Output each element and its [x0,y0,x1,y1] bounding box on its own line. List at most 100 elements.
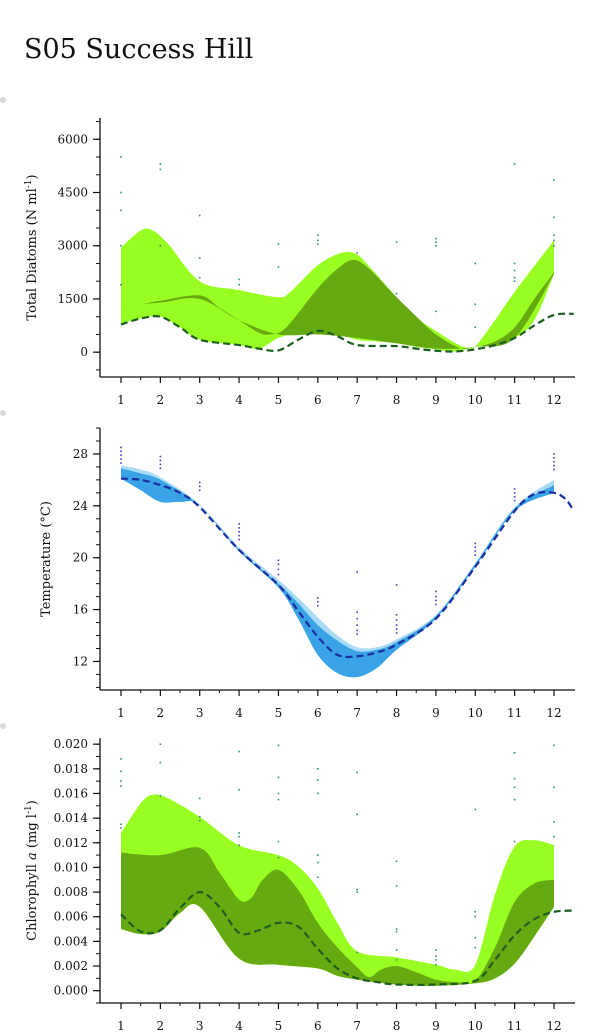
observation-point [513,269,516,272]
x-tick-label: 1 [117,1019,125,1033]
x-tick-label: 3 [196,393,204,407]
observation-point [553,234,555,236]
observation-point [356,624,358,626]
observation-point [435,955,437,957]
x-tick-label: 10 [468,706,483,720]
observation-point [435,237,437,240]
observation-point [159,463,162,466]
y-axis-title-superscript: -1 [24,805,34,814]
x-tick-label: 2 [157,706,165,720]
observation-point [238,832,240,834]
observation-point [474,554,477,556]
median-line [120,312,574,353]
observation-point [395,928,398,930]
x-tick-label: 3 [196,706,204,720]
observation-point [435,241,437,243]
y-tick-label: 0.020 [54,737,88,751]
observation-point [356,888,358,891]
y-tick-label: 0.018 [54,762,88,776]
y-axis-title-end: ) [25,800,40,805]
x-tick-label: 4 [235,1019,243,1033]
observation-point [238,750,240,753]
observation-point [395,584,398,586]
x-tick-label: 2 [157,393,165,407]
observation-point [395,241,398,243]
observation-point [277,856,280,859]
observation-point [120,454,122,457]
inner-range-band [121,847,554,986]
observation-point [395,632,398,634]
x-tick-label: 9 [432,393,440,407]
observation-point [474,546,477,549]
observation-point [513,777,516,780]
x-tick-label: 10 [468,1019,483,1033]
observation-point [553,821,555,823]
observation-point [238,278,240,281]
y-tick-label: 28 [73,447,88,461]
observation-point [513,280,516,283]
observation-point [120,450,122,453]
observation-point [553,460,555,463]
observation-point [553,457,555,459]
observation-point [474,946,477,949]
observation-point [277,776,280,779]
observation-point [474,936,477,939]
median-line [120,890,574,986]
y-tick-label: 0.016 [54,786,88,800]
inner-range-band [121,468,554,678]
observation-point [159,244,162,247]
observation-point [120,156,122,158]
observation-point [317,597,319,599]
observation-point [159,743,162,745]
x-tick-label: 3 [196,1019,204,1033]
observation-point [198,819,201,822]
observation-point [395,628,398,630]
y-axis-title-text: Total Diatoms (N ml [25,188,40,320]
observation-point [317,604,319,607]
observation-point [198,489,201,492]
plot-area [120,156,574,353]
observation-point [553,786,555,789]
x-tick-label: 11 [507,706,522,720]
observation-point [513,492,516,494]
chlorophyll-panel: 0.000 0.002 0.004 0.006 0.008 0.010 0.012 0.014… [24,737,575,1033]
observation-point [277,243,280,245]
observation-point [238,530,240,533]
observation-point [435,599,437,602]
observation-point [159,467,162,470]
x-tick-label: 12 [546,706,561,720]
x-tick-label: 7 [353,706,361,720]
observation-point [159,455,162,458]
observation-point [159,163,162,165]
observation-point [513,751,516,754]
observation-point [356,951,358,954]
observation-point [513,163,516,165]
observation-point [553,464,555,467]
y-axis-title-unit: (mg l [25,814,40,852]
page-title: S05 Success Hill [24,34,254,65]
edge-dot [0,97,6,103]
observation-point [553,744,555,747]
y-tick-label: 6000 [57,132,88,146]
observation-point [120,462,122,464]
observation-point [198,485,201,488]
observation-point [120,283,122,286]
y-axis-title: Total Diatoms (N ml-1) [24,174,40,320]
observation-point [395,619,398,621]
observation-point [277,840,280,843]
y-tick-label: 0.000 [54,984,88,998]
observation-point [120,209,122,212]
x-tick-label: 6 [314,393,322,407]
observation-point [238,534,240,537]
observation-point [238,523,240,525]
observation-point [198,214,201,217]
observation-point [356,771,358,774]
x-tick-label: 6 [314,1019,322,1033]
edge-dot [0,410,6,416]
observation-point [317,861,319,864]
observation-point [395,930,398,933]
observation-point [435,959,437,961]
